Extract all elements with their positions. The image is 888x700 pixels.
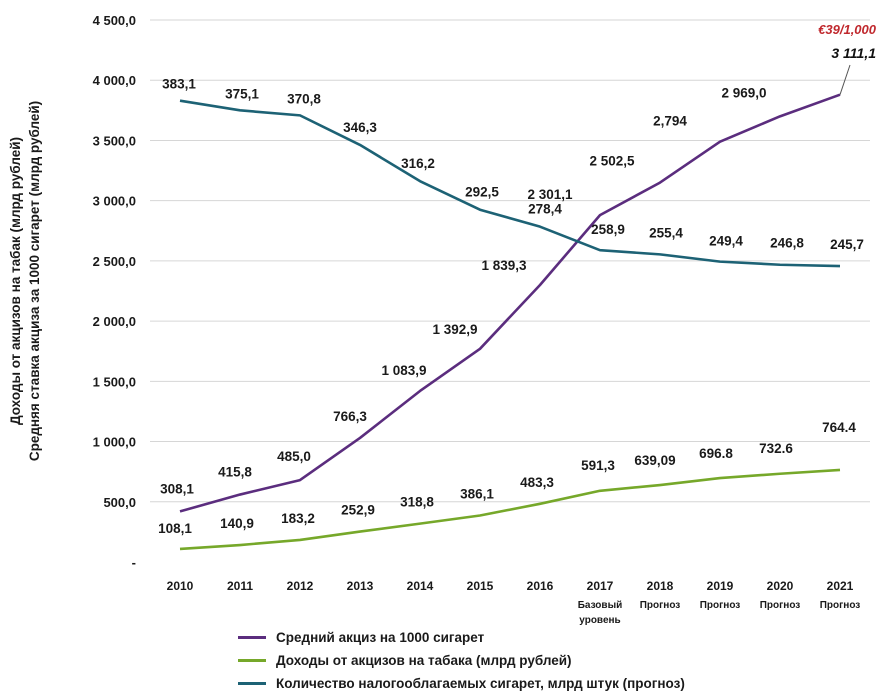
- data-label: 2,794: [653, 114, 687, 129]
- data-label: 318,8: [400, 495, 434, 510]
- annotation-leader: [839, 64, 851, 95]
- data-label: 245,7: [830, 237, 864, 252]
- data-label: 764.4: [822, 420, 856, 435]
- annotation-euro-note: €39/1,000: [818, 22, 877, 37]
- data-label: 1 839,3: [481, 258, 527, 273]
- legend-swatch: [238, 636, 266, 639]
- y-tick-label: -: [132, 555, 136, 570]
- x-sublabel: Прогноз: [760, 600, 801, 611]
- x-tick-label: 2017: [587, 579, 614, 593]
- x-tick-label: 2014: [407, 579, 434, 593]
- data-label: 639,09: [634, 453, 675, 468]
- data-label: 383,1: [162, 77, 196, 92]
- data-label: 278,4: [528, 202, 562, 217]
- y-tick-label: 2 500,0: [93, 254, 136, 269]
- data-label: 591,3: [581, 458, 615, 473]
- data-label: 766,3: [333, 409, 367, 424]
- y-tick-label: 4 000,0: [93, 73, 136, 88]
- data-label: 140,9: [220, 516, 254, 531]
- data-label: 1 392,9: [432, 322, 477, 337]
- data-label: 2 502,5: [589, 154, 635, 169]
- annotation-final-total: 3 111,1: [831, 45, 876, 61]
- x-tick-label: 2011: [227, 579, 253, 593]
- y-tick-label: 3 000,0: [93, 194, 136, 209]
- y-tick-label: 4 500,0: [93, 13, 136, 28]
- legend-item: Количество налогооблагаемых сигарет, млр…: [238, 672, 685, 695]
- x-tick-label: 2013: [347, 579, 374, 593]
- y-tick-label: 1 500,0: [93, 374, 136, 389]
- data-label: 252,9: [341, 503, 375, 518]
- data-label: 246,8: [770, 236, 804, 251]
- legend-label: Средний акциз на 1000 сигарет: [276, 630, 485, 645]
- data-label: 308,1: [160, 481, 194, 496]
- x-tick-label: 2020: [767, 579, 794, 593]
- data-label: 732.6: [759, 441, 793, 456]
- x-tick-label: 2018: [647, 579, 674, 593]
- data-label: 183,2: [281, 511, 315, 526]
- data-label: 2 301,1: [527, 187, 573, 202]
- y-axis-title: Средняя ставка акциза за 1000 сигарет (м…: [27, 101, 42, 461]
- y-tick-label: 1 000,0: [93, 435, 136, 450]
- legend-swatch: [238, 659, 266, 662]
- data-label: 375,1: [225, 86, 259, 101]
- x-tick-label: 2021: [827, 579, 854, 593]
- legend-item: Средний акциз на 1000 сигарет: [238, 626, 685, 649]
- legend-item: Доходы от акцизов на табака (млрд рублей…: [238, 649, 685, 672]
- data-label: 258,9: [591, 222, 625, 237]
- x-tick-label: 2012: [287, 579, 314, 593]
- legend-label: Количество налогооблагаемых сигарет, млр…: [276, 676, 685, 691]
- data-label: 370,8: [287, 91, 321, 106]
- y-axis-title: Доходы от акцизов на табак (млрд рублей): [8, 137, 23, 425]
- legend-label: Доходы от акцизов на табака (млрд рублей…: [276, 653, 572, 668]
- x-sublabel: Базовый уровень: [578, 600, 623, 626]
- data-label: 485,0: [277, 449, 311, 464]
- data-label: 249,4: [709, 234, 743, 249]
- x-sublabel: Прогноз: [820, 600, 861, 611]
- x-sublabel: Прогноз: [640, 600, 681, 611]
- x-sublabel: Прогноз: [700, 600, 741, 611]
- data-label: 346,3: [343, 120, 377, 135]
- x-tick-label: 2016: [527, 579, 554, 593]
- y-tick-label: 500,0: [103, 495, 136, 510]
- data-label: 2 969,0: [721, 85, 766, 100]
- data-label: 108,1: [158, 521, 192, 536]
- y-tick-label: 3 500,0: [93, 133, 136, 148]
- data-label: 255,4: [649, 225, 683, 240]
- data-label: 1 083,9: [381, 363, 426, 378]
- x-tick-label: 2015: [467, 579, 494, 593]
- series-line-1: [179, 468, 841, 551]
- data-label: 696.8: [699, 446, 733, 461]
- series-line-2: [179, 99, 841, 268]
- x-tick-label: 2019: [707, 579, 734, 593]
- series-line-0: [179, 93, 841, 513]
- y-tick-label: 2 000,0: [93, 314, 136, 329]
- legend-swatch: [238, 682, 266, 685]
- x-tick-label: 2010: [167, 579, 194, 593]
- data-label: 386,1: [460, 486, 494, 501]
- data-label: 483,3: [520, 475, 554, 490]
- data-label: 292,5: [465, 185, 499, 200]
- data-label: 316,2: [401, 156, 435, 171]
- data-label: 415,8: [218, 465, 252, 480]
- chart-legend: Средний акциз на 1000 сигарет Доходы от а…: [238, 626, 685, 695]
